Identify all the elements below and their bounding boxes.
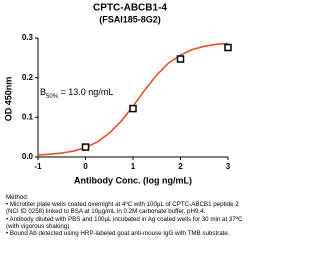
data-point — [81, 143, 90, 151]
chart-subtitle: (FSAI185-8G2) — [99, 14, 161, 24]
y-tick-label: 0.2 — [22, 73, 34, 82]
data-point — [224, 43, 232, 52]
x-tick-label: 0 — [83, 162, 88, 171]
data-point — [176, 55, 185, 63]
x-tick-label: 2 — [178, 162, 183, 171]
y-tick-label: 0.3 — [22, 33, 34, 42]
annotation: B50% = 13.0 ng/mL — [40, 87, 113, 99]
y-tick-label: 0.1 — [22, 112, 34, 121]
annotation-main: B — [40, 87, 46, 97]
data-point — [129, 104, 137, 113]
chart: CPTC-ABCB1-4 (FSAI185-8G2) Antibody Conc… — [3, 3, 232, 185]
annotation-sub: 50% — [46, 94, 59, 100]
notes-item: • Microtiter plate wells coated overnigh… — [6, 201, 239, 216]
notes-heading: Method: — [6, 194, 29, 201]
notes-item: • Antibody diluted with PBS and 100µL in… — [6, 215, 243, 230]
y-axis-label: OD 450nm — [3, 77, 13, 122]
notes-item: • Bound Ab detected using HRP-labeled go… — [6, 230, 230, 238]
x-tick-label: 1 — [131, 162, 136, 171]
method-notes: Method: • Microtiter plate wells coated … — [6, 194, 249, 237]
annotation-rest: = 13.0 ng/mL — [58, 87, 113, 97]
x-axis-label: Antibody Conc. (log ng/mL) — [74, 175, 192, 185]
fit-curve — [37, 42, 229, 156]
x-tick-label: -1 — [34, 162, 42, 171]
y-tick-label: 0.0 — [22, 152, 34, 161]
page: {"chart_data": {"type": "line", "title":… — [3, 2, 249, 238]
chart-title: CPTC-ABCB1-4 — [93, 3, 167, 14]
x-tick-label: 3 — [226, 162, 231, 171]
